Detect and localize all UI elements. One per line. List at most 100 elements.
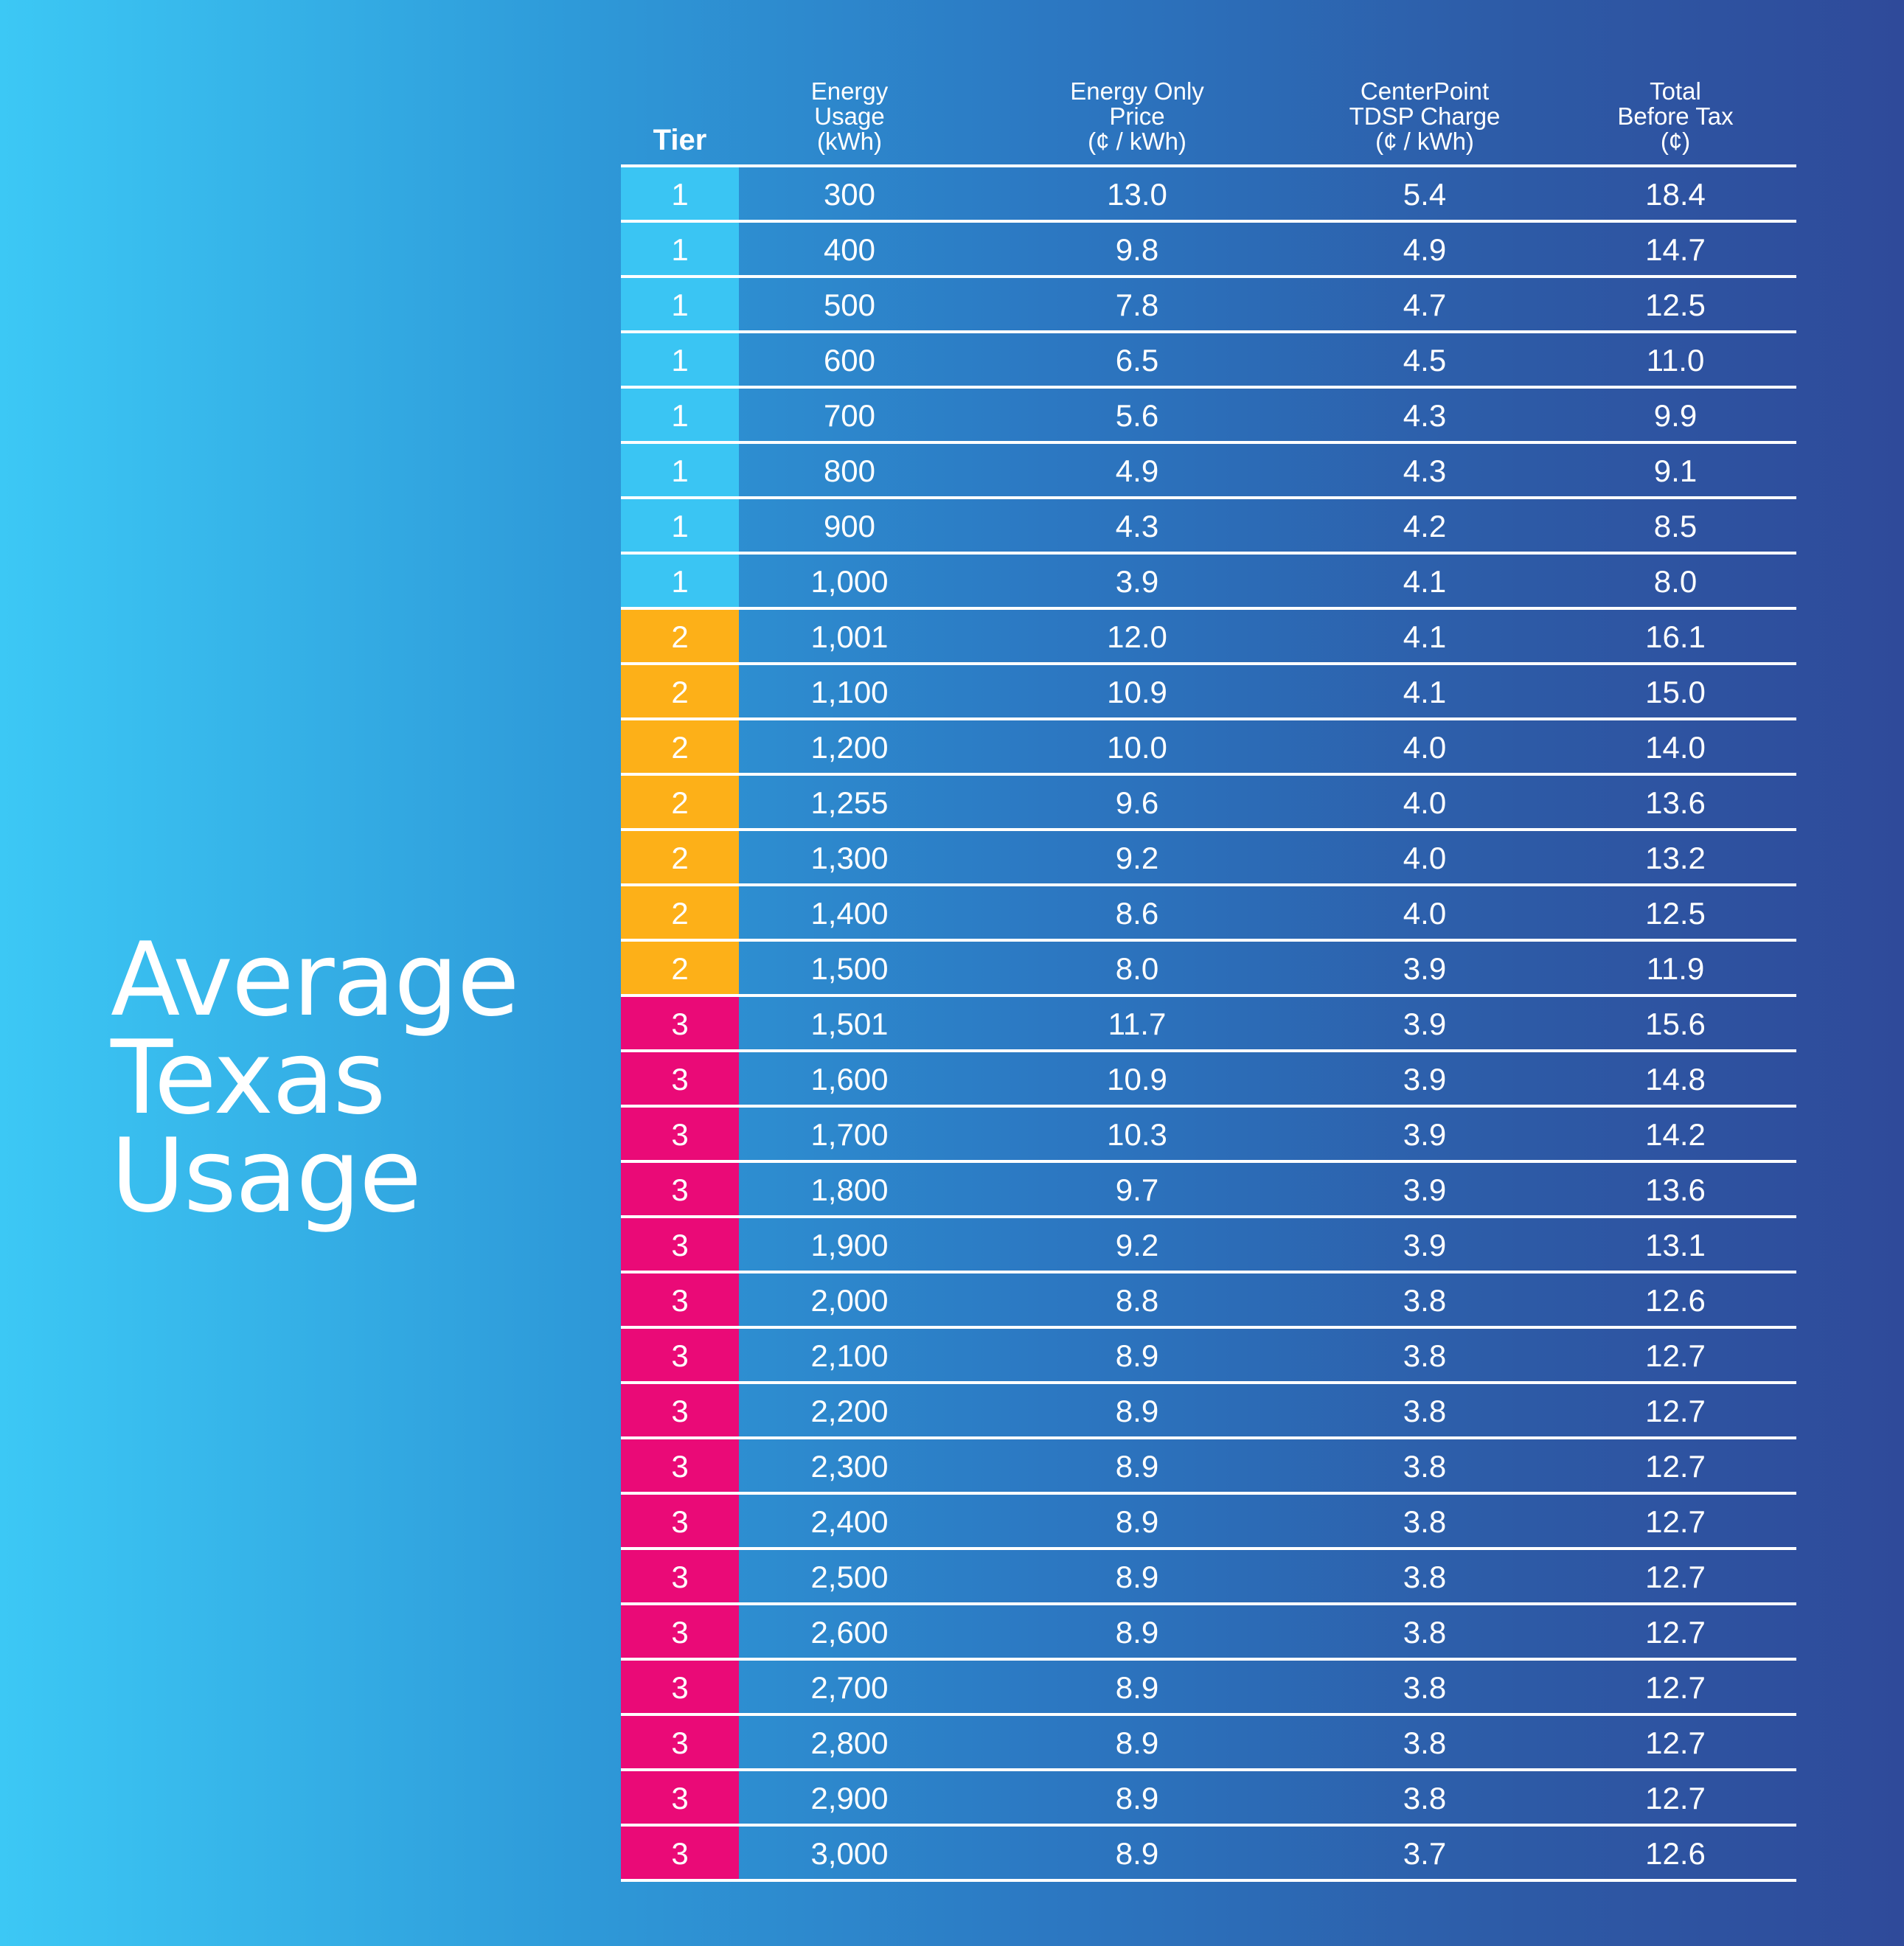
table-row: 1 700 5.6 4.3 9.9: [621, 389, 1796, 444]
cell-tdsp: 3.9: [1403, 951, 1447, 986]
cell-tier: 3: [671, 1394, 689, 1428]
usage-table: Tier Energy Usage (kWh) Energy Only Price (¢ /…: [621, 70, 1796, 1882]
table-row: 3 2,200 8.9 3.8 12.7: [621, 1384, 1796, 1439]
header-energy_price-line: Price: [1109, 102, 1165, 130]
header-total: Total Before Tax (¢): [1572, 79, 1779, 154]
header-energy_price: Energy Only Price (¢ / kWh): [1019, 79, 1255, 154]
cell-energy_price: 10.9: [1107, 1062, 1167, 1097]
cell-tier: 3: [671, 1338, 689, 1373]
header-usage-line: Energy: [810, 77, 889, 105]
tier-badge: 3: [621, 1439, 739, 1492]
cell-total: 8.0: [1653, 564, 1698, 599]
table-body: 1 300 13.0 5.4 18.4 1 400 9.8 4.9 14.7 1 500 7.8 4.7 1…: [621, 167, 1796, 1882]
cell-usage: 1,600: [810, 1062, 889, 1097]
cell-usage: 2,500: [810, 1560, 889, 1594]
cell-tier: 1: [671, 343, 689, 378]
cell-energy_price: 8.9: [1115, 1670, 1159, 1705]
cell-usage: 2,100: [810, 1338, 889, 1373]
cell-total: 11.0: [1646, 343, 1705, 378]
table-row: 2 1,255 9.6 4.0 13.6: [621, 776, 1796, 831]
cell-usage: 2,600: [810, 1615, 889, 1650]
cell-energy_price: 8.9: [1115, 1836, 1159, 1871]
cell-total: 12.6: [1645, 1283, 1706, 1318]
cell-tdsp: 4.1: [1403, 675, 1447, 709]
tier-badge: 2: [621, 886, 739, 939]
cell-energy_price: 9.8: [1115, 232, 1159, 267]
tier-badge: 3: [621, 1605, 739, 1658]
cell-tdsp: 3.9: [1403, 1007, 1447, 1041]
cell-usage: 2,300: [810, 1449, 889, 1484]
cell-total: 14.0: [1645, 730, 1706, 765]
cell-tier: 1: [671, 232, 689, 267]
cell-usage: 1,300: [810, 841, 889, 875]
table-row: 1 800 4.9 4.3 9.1: [621, 444, 1796, 499]
cell-total: 13.2: [1645, 841, 1706, 875]
cell-total: 15.6: [1645, 1007, 1706, 1041]
cell-usage: 1,255: [810, 785, 889, 820]
tier-badge: 2: [621, 610, 739, 662]
cell-energy_price: 8.8: [1115, 1283, 1159, 1318]
cell-tier: 2: [671, 841, 689, 875]
cell-usage: 800: [823, 454, 876, 488]
cell-energy_price: 8.6: [1115, 896, 1159, 931]
cell-tdsp: 3.8: [1403, 1504, 1447, 1539]
cell-tier: 2: [671, 785, 689, 820]
header-energy_price-line: (¢ / kWh): [1088, 128, 1186, 155]
cell-tier: 3: [671, 1062, 689, 1097]
cell-tdsp: 3.8: [1403, 1560, 1447, 1594]
table-row: 1 400 9.8 4.9 14.7: [621, 223, 1796, 278]
cell-tdsp: 3.7: [1403, 1836, 1447, 1871]
table-row: 3 2,700 8.9 3.8 12.7: [621, 1661, 1796, 1716]
cell-usage: 1,000: [810, 564, 889, 599]
cell-total: 12.7: [1645, 1449, 1706, 1484]
cell-tier: 2: [671, 896, 689, 931]
table-row: 2 1,200 10.0 4.0 14.0: [621, 720, 1796, 776]
cell-total: 13.6: [1645, 1172, 1706, 1207]
table-header: Tier Energy Usage (kWh) Energy Only Price (¢ /…: [621, 70, 1796, 167]
cell-total: 12.7: [1645, 1670, 1706, 1705]
page-title: Average Texas Usage: [111, 929, 520, 1236]
tier-badge: 3: [621, 997, 739, 1049]
cell-tdsp: 3.8: [1403, 1615, 1447, 1650]
tier-badge: 3: [621, 1273, 739, 1326]
tier-badge: 3: [621, 1218, 739, 1271]
cell-total: 12.7: [1645, 1394, 1706, 1428]
cell-energy_price: 11.7: [1108, 1007, 1167, 1041]
cell-tdsp: 3.8: [1403, 1670, 1447, 1705]
cell-energy_price: 10.9: [1107, 675, 1167, 709]
tier-badge: 1: [621, 389, 739, 441]
tier-badge: 1: [621, 278, 739, 330]
cell-tier: 1: [671, 564, 689, 599]
cell-usage: 2,400: [810, 1504, 889, 1539]
cell-tier: 1: [671, 398, 689, 433]
header-energy_price-line: Energy Only: [1070, 77, 1204, 105]
table-row: 2 1,500 8.0 3.9 11.9: [621, 942, 1796, 997]
table-row: 2 1,100 10.9 4.1 15.0: [621, 665, 1796, 720]
cell-energy_price: 10.0: [1107, 730, 1167, 765]
cell-tdsp: 3.8: [1403, 1726, 1447, 1760]
table-row: 1 500 7.8 4.7 12.5: [621, 278, 1796, 333]
cell-total: 12.6: [1645, 1836, 1706, 1871]
cell-tdsp: 3.8: [1403, 1338, 1447, 1373]
cell-tdsp: 3.9: [1403, 1228, 1447, 1262]
cell-total: 14.7: [1645, 232, 1706, 267]
cell-total: 12.7: [1645, 1615, 1706, 1650]
tier-badge: 2: [621, 831, 739, 883]
cell-energy_price: 8.9: [1115, 1449, 1159, 1484]
title-line-3: Usage: [111, 1116, 422, 1236]
tier-badge: 1: [621, 333, 739, 386]
tier-badge: 3: [621, 1384, 739, 1436]
tier-badge: 2: [621, 665, 739, 717]
table-row: 2 1,001 12.0 4.1 16.1: [621, 610, 1796, 665]
cell-tdsp: 4.3: [1403, 454, 1447, 488]
cell-total: 11.9: [1646, 951, 1705, 986]
header-total-line: (¢): [1660, 128, 1691, 155]
table-row: 3 1,900 9.2 3.9 13.1: [621, 1218, 1796, 1273]
cell-tdsp: 4.5: [1403, 343, 1447, 378]
cell-total: 14.8: [1645, 1062, 1706, 1097]
cell-usage: 2,200: [810, 1394, 889, 1428]
cell-tdsp: 4.3: [1403, 398, 1447, 433]
title-line-2: Texas: [111, 1018, 386, 1138]
tier-badge: 2: [621, 942, 739, 994]
cell-tdsp: 4.0: [1403, 896, 1447, 931]
